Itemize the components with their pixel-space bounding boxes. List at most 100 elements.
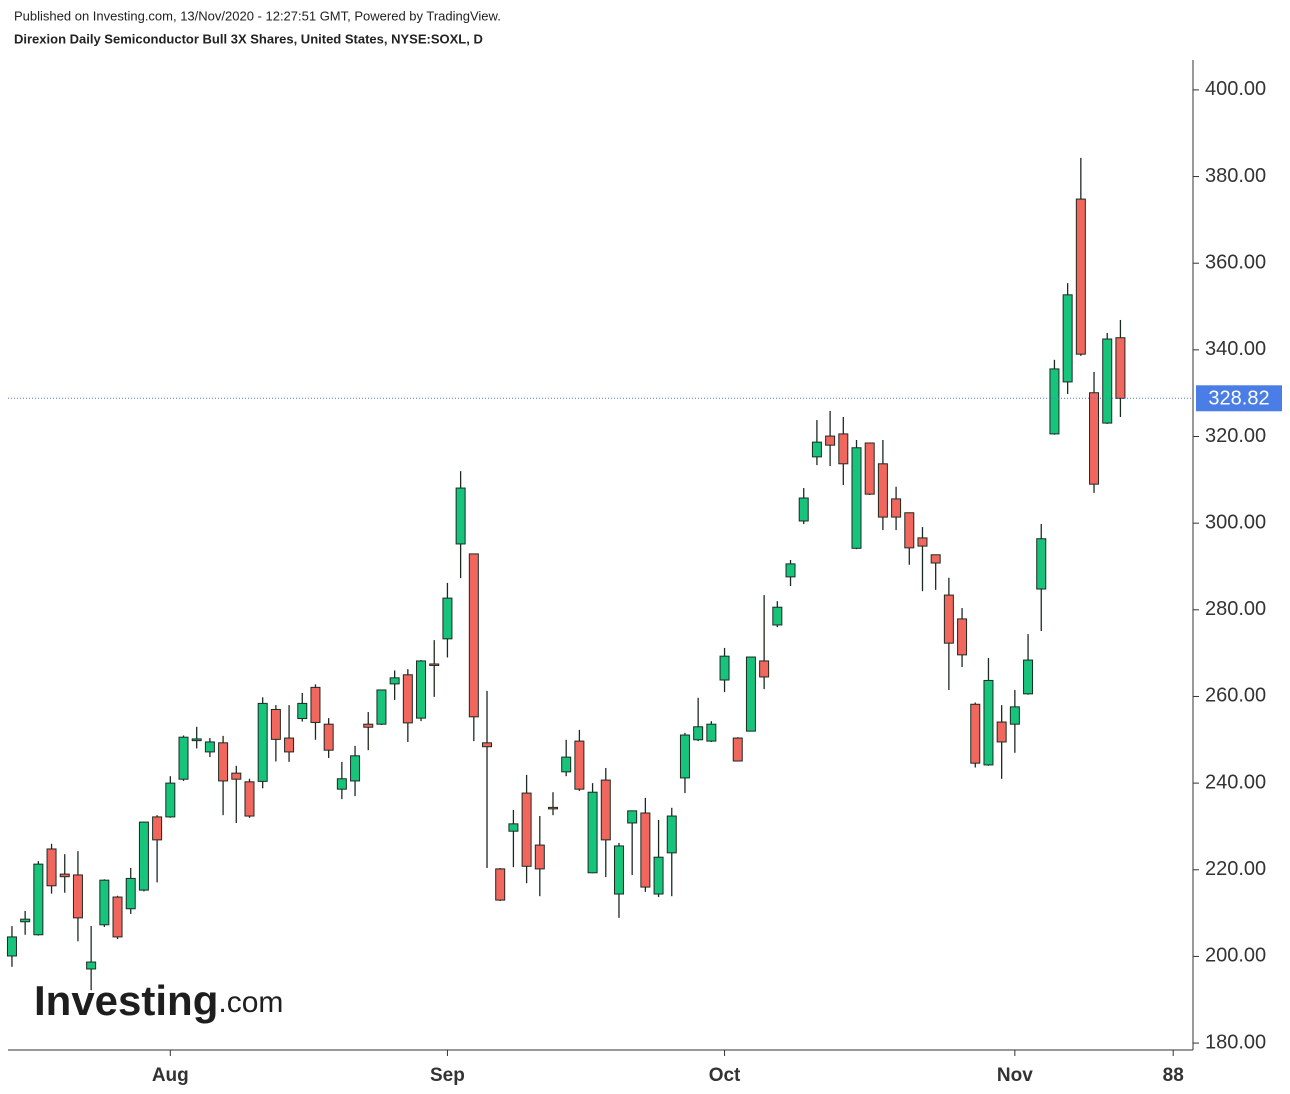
x-tick-label: Oct [709, 1065, 741, 1086]
candle-body [508, 823, 519, 832]
candle-body [957, 618, 968, 656]
candle-body [970, 703, 981, 764]
candle-body [666, 815, 677, 854]
candle-body [719, 655, 730, 681]
candle-body [627, 810, 638, 824]
candle-body [613, 845, 624, 895]
candle-body [191, 738, 202, 742]
candle-body [482, 742, 493, 748]
candle-body [1049, 368, 1060, 435]
candle-body [930, 554, 941, 564]
watermark-suffix: .com [218, 986, 283, 1019]
candle-body [1009, 706, 1020, 725]
candle-body [389, 677, 400, 685]
candle-body [732, 737, 743, 762]
candle-body [244, 781, 255, 817]
candle-body [6, 936, 17, 957]
candle-body [152, 816, 163, 841]
candle-body [587, 791, 598, 874]
candle-body [600, 779, 611, 841]
subtitle: Published on Investing.com, 13/Nov/2020 … [14, 8, 501, 23]
last-price-box [1196, 385, 1282, 412]
candle-body [864, 442, 875, 495]
candle-body [983, 679, 994, 766]
watermark-brand: Investing [34, 977, 218, 1024]
last-price-label: 328.82 [1208, 388, 1269, 410]
candle-body [468, 553, 479, 718]
candle-body [297, 702, 308, 720]
candle-body [138, 821, 149, 891]
candle-body [996, 721, 1007, 743]
candle-body [442, 597, 453, 640]
candle-body [943, 594, 954, 644]
candle-body [561, 756, 572, 773]
y-tick-label: 340.00 [1205, 338, 1266, 360]
candle-body [851, 447, 862, 549]
y-tick-label: 320.00 [1205, 425, 1266, 447]
candle-body [1062, 294, 1073, 383]
candle-body [877, 463, 888, 518]
watermark: Investing.com [34, 977, 283, 1024]
candle-body [547, 806, 558, 810]
candle-body [1089, 392, 1100, 485]
candle-body [310, 686, 321, 723]
candle-body [455, 487, 466, 545]
candle-body [1023, 659, 1034, 695]
candle-body [521, 792, 532, 867]
x-tick-label: 88 [1163, 1065, 1184, 1086]
candle-body [165, 782, 176, 818]
candle-body [125, 877, 136, 910]
y-tick-label: 380.00 [1205, 165, 1266, 187]
candle-body [33, 863, 44, 936]
candle-body [640, 812, 651, 888]
candle-body [693, 726, 704, 741]
candle-body [59, 873, 70, 878]
y-tick-label: 260.00 [1205, 685, 1266, 707]
candle-body [891, 498, 902, 518]
candle-body [838, 433, 849, 465]
candle-body [46, 848, 57, 887]
candle-body [534, 844, 545, 870]
y-tick-label: 400.00 [1205, 78, 1266, 100]
candle-body [811, 441, 822, 458]
y-tick-label: 220.00 [1205, 858, 1266, 880]
candle-body [323, 723, 334, 751]
candle-body [495, 868, 506, 901]
candle-body [1075, 198, 1086, 355]
candle-body [798, 497, 809, 522]
candle-body [86, 961, 97, 970]
candle-body [20, 918, 31, 923]
candle-body [99, 879, 110, 926]
y-tick-label: 240.00 [1205, 771, 1266, 793]
y-tick-label: 300.00 [1205, 511, 1266, 533]
candle-body [218, 742, 229, 782]
candle-body [759, 660, 770, 678]
candle-body [574, 740, 585, 790]
candle-body [350, 755, 361, 782]
x-tick-label: Sep [430, 1065, 465, 1086]
candle-body [402, 674, 413, 724]
candle-body [1036, 538, 1047, 590]
y-tick-label: 180.00 [1205, 1031, 1266, 1053]
candle-body [1115, 337, 1126, 399]
y-tick-label: 200.00 [1205, 945, 1266, 967]
candle-body [257, 702, 268, 782]
candle-body [363, 723, 374, 728]
candle-body [376, 689, 387, 725]
candle-body [336, 778, 347, 790]
candle-body [270, 708, 281, 740]
candle-body [416, 660, 427, 719]
candle-body [785, 563, 796, 578]
candle-body [1102, 338, 1113, 424]
candle-body [653, 856, 664, 895]
candle-body [204, 741, 215, 753]
candle-body [679, 734, 690, 779]
candle-body [284, 737, 295, 753]
candle-body [112, 896, 123, 938]
candle-body [72, 874, 83, 919]
candle-body [178, 736, 189, 780]
candle-body [231, 772, 242, 780]
x-tick-label: Nov [997, 1065, 1033, 1086]
